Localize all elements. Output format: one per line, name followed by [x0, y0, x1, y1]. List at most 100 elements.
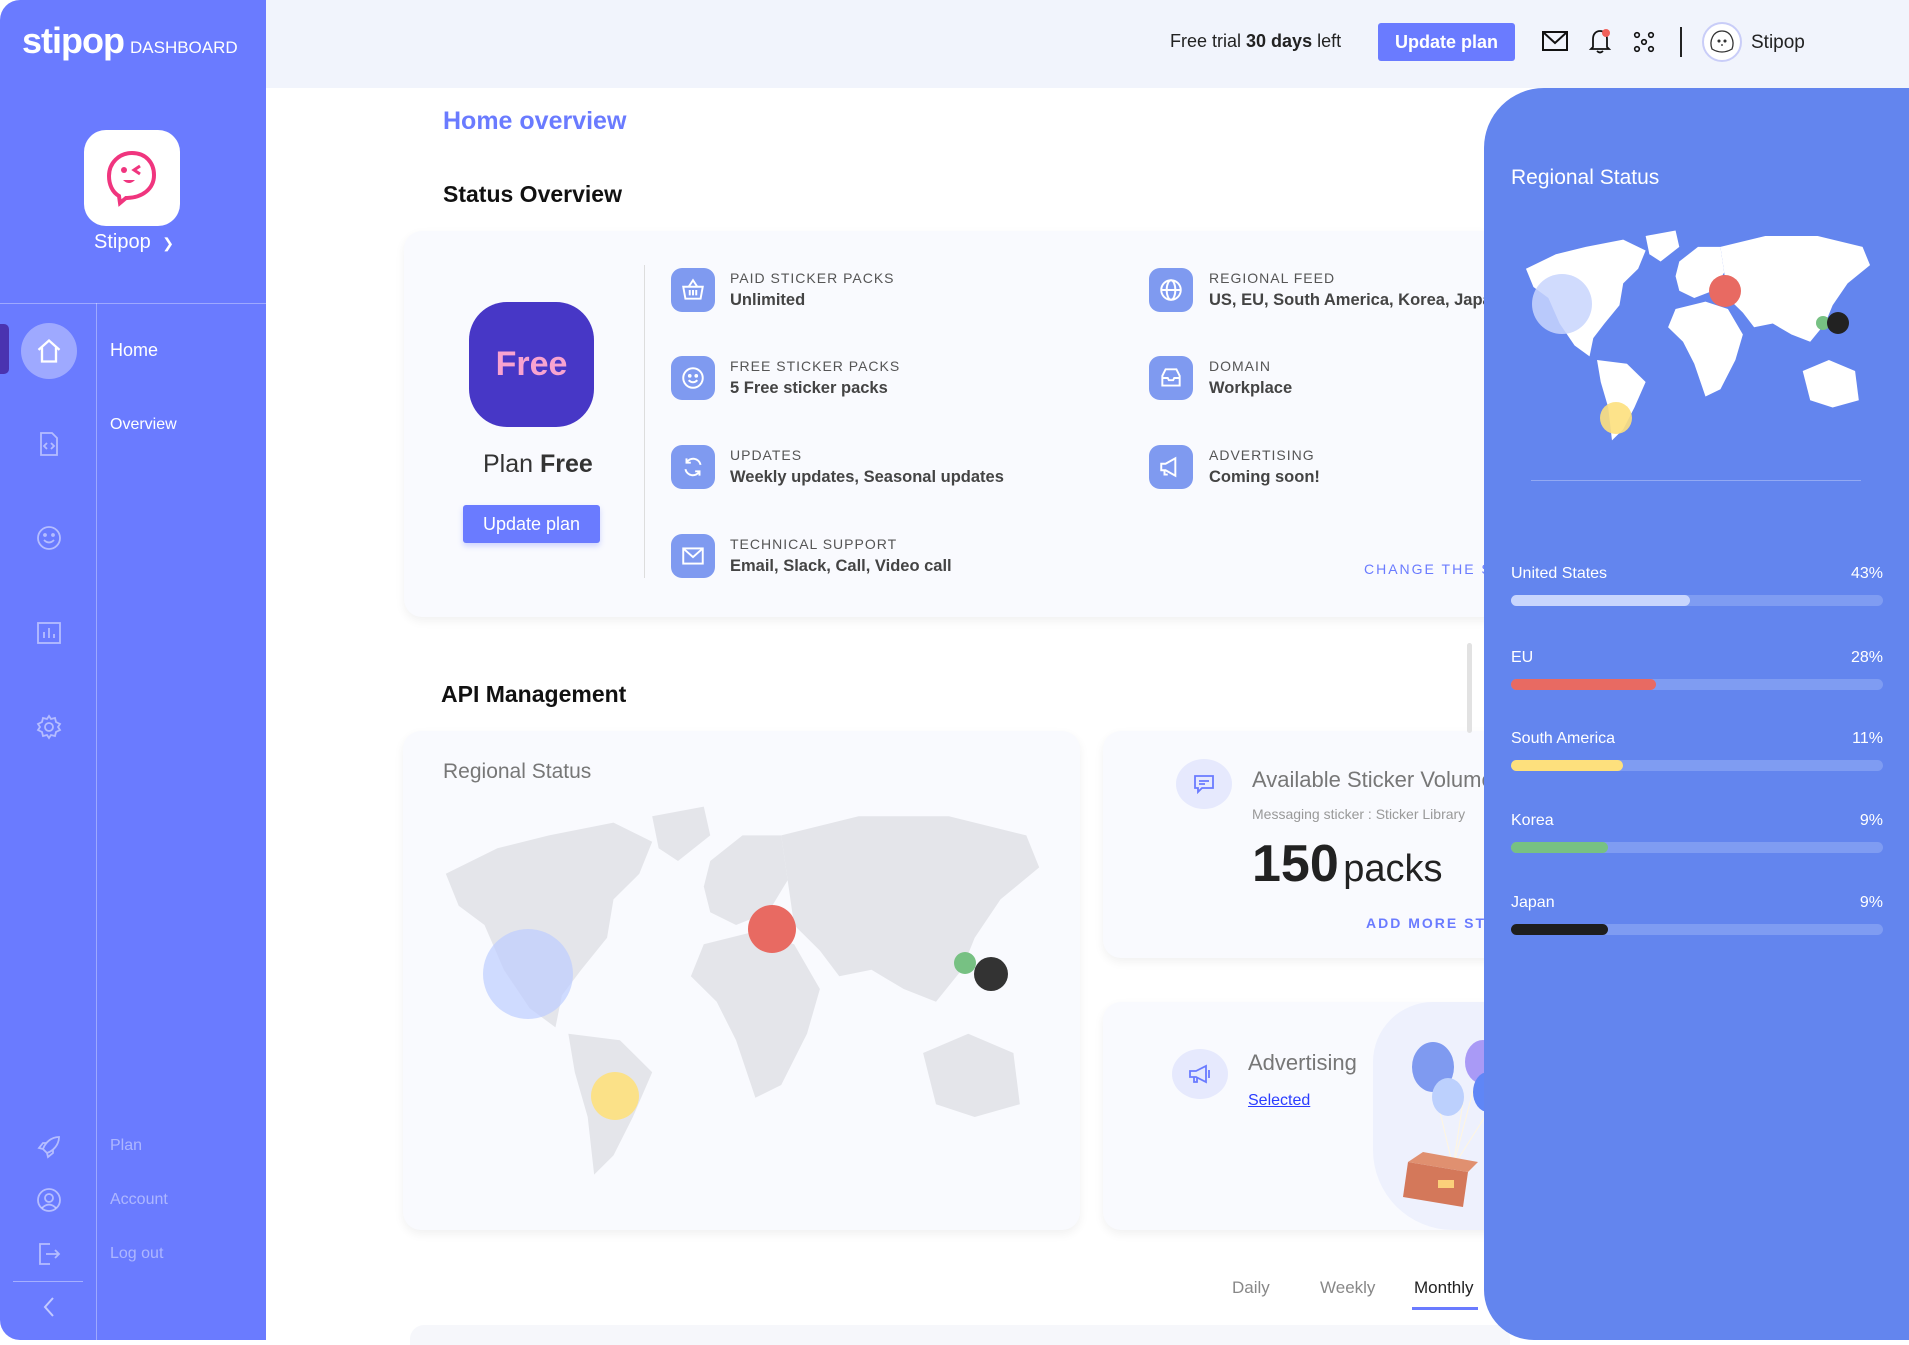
divider [13, 1281, 83, 1282]
stipop-logo[interactable]: stipop DASHBOARD [22, 20, 238, 62]
user-avatar[interactable] [1702, 22, 1742, 62]
update-plan-button[interactable]: Update plan [1378, 23, 1515, 61]
panel-title: Regional Status [1511, 166, 1660, 189]
region-progress-fill [1511, 842, 1608, 853]
region-progress-bar [1511, 924, 1883, 935]
sidebar-item-plan[interactable]: Plan [110, 1137, 143, 1154]
feature-value: Workplace [1209, 379, 1293, 397]
app-name: Stipop [94, 231, 151, 253]
megaphone-icon [1149, 445, 1193, 489]
feature-value: Email, Slack, Call, Video call [730, 557, 952, 575]
sidebar-item-logout[interactable]: Log out [110, 1245, 164, 1262]
advertising-title: Advertising [1248, 1050, 1357, 1075]
map-marker-united-states [483, 929, 573, 1019]
region-percent: 43% [1850, 565, 1883, 582]
panel-marker-japan [1827, 312, 1849, 334]
sidebar-item-account[interactable]: Account [110, 1191, 168, 1208]
region-name: Japan [1511, 894, 1555, 911]
region-name: South America [1511, 730, 1616, 747]
active-indicator [0, 324, 9, 374]
mail-icon[interactable] [1541, 29, 1569, 58]
code-file-icon[interactable] [32, 427, 66, 461]
basket-icon [671, 268, 715, 312]
feature-label: DOMAIN [1209, 358, 1271, 374]
divider [96, 303, 97, 1340]
feature-value: Unlimited [730, 291, 806, 309]
chart-card [410, 1325, 1510, 1345]
sidebar-item-overview[interactable]: Overview [110, 416, 177, 433]
scrollbar[interactable] [1467, 643, 1472, 733]
region-percent: 28% [1850, 649, 1883, 666]
status-overview-card [404, 231, 1504, 617]
trial-status: Free trial 30 days left [1170, 31, 1342, 51]
divider [0, 303, 266, 304]
region-progress-fill [1511, 924, 1608, 935]
inbox-icon [1149, 356, 1193, 400]
bell-icon[interactable] [1587, 27, 1613, 60]
smile-icon[interactable] [32, 521, 66, 555]
panel-marker-united-states [1532, 274, 1592, 334]
divider [1531, 480, 1861, 481]
tab-weekly[interactable]: Weekly [1320, 1278, 1376, 1297]
tab-monthly[interactable]: Monthly [1414, 1278, 1474, 1297]
logout-icon[interactable] [32, 1237, 66, 1271]
sidebar-item-home[interactable]: Home [110, 340, 159, 360]
app-switcher[interactable]: Stipop ❯ [94, 231, 174, 254]
sticker-volume-card [1103, 731, 1523, 958]
feature-label: PAID STICKER PACKS [730, 270, 895, 286]
rocket-icon[interactable] [32, 1130, 66, 1164]
feature-value: Weekly updates, Seasonal updates [730, 468, 1004, 486]
region-name: United States [1511, 565, 1608, 582]
region-progress-fill [1511, 760, 1623, 771]
region-progress-bar [1511, 595, 1883, 606]
tab-daily[interactable]: Daily [1232, 1278, 1270, 1297]
region-progress-fill [1511, 595, 1690, 606]
mail-icon [671, 534, 715, 578]
region-percent: 9% [1859, 812, 1883, 829]
app-avatar[interactable] [84, 130, 180, 226]
chart-icon[interactable] [32, 616, 66, 650]
advertising-card [1103, 1002, 1523, 1230]
feature-label: FREE STICKER PACKS [730, 358, 901, 374]
map-marker-korea [954, 952, 976, 974]
sidebar: stipop DASHBOARD Stipop ❯ Home Overview P… [0, 0, 266, 1340]
card-update-plan-button[interactable]: Update plan [463, 505, 600, 543]
active-tab-underline [1412, 1307, 1478, 1310]
region-name: EU [1511, 649, 1534, 666]
megaphone-icon [1172, 1049, 1228, 1099]
feature-label: TECHNICAL SUPPORT [730, 536, 898, 552]
map-marker-eu [748, 905, 796, 953]
map-marker-south-america [591, 1072, 639, 1120]
plan-name: Plan Free [483, 450, 593, 478]
plan-badge: Free [469, 302, 594, 427]
refresh-icon [671, 445, 715, 489]
home-icon[interactable] [21, 323, 77, 379]
user-name[interactable]: Stipop [1751, 32, 1805, 53]
panel-marker-eu [1709, 275, 1741, 307]
top-bar [266, 0, 1909, 88]
apps-icon[interactable] [1632, 30, 1656, 59]
divider [644, 265, 645, 578]
user-circle-icon[interactable] [32, 1183, 66, 1217]
page-title: Home overview [443, 107, 627, 135]
status-overview-heading: Status Overview [443, 181, 622, 207]
feature-label: REGIONAL FEED [1209, 270, 1336, 286]
feature-value: 5 Free sticker packs [730, 379, 888, 397]
panel-marker-korea [1816, 316, 1830, 330]
divider [1680, 27, 1682, 57]
panel-marker-south-america [1600, 402, 1632, 434]
gear-icon[interactable] [32, 710, 66, 744]
chevron-down-icon: ❯ [162, 235, 175, 251]
region-percent: 9% [1859, 894, 1883, 911]
feature-label: UPDATES [730, 447, 803, 463]
feature-value: Coming soon! [1209, 468, 1320, 486]
api-management-heading: API Management [441, 681, 627, 707]
collapse-chevron-icon[interactable] [32, 1290, 66, 1324]
advertising-selected-link[interactable]: Selected [1248, 1092, 1311, 1109]
region-name: Korea [1511, 812, 1554, 829]
smile-icon [671, 356, 715, 400]
region-percent: 11% [1852, 730, 1883, 747]
message-icon [1176, 759, 1232, 809]
globe-icon [1149, 268, 1193, 312]
region-progress-bar [1511, 679, 1883, 690]
